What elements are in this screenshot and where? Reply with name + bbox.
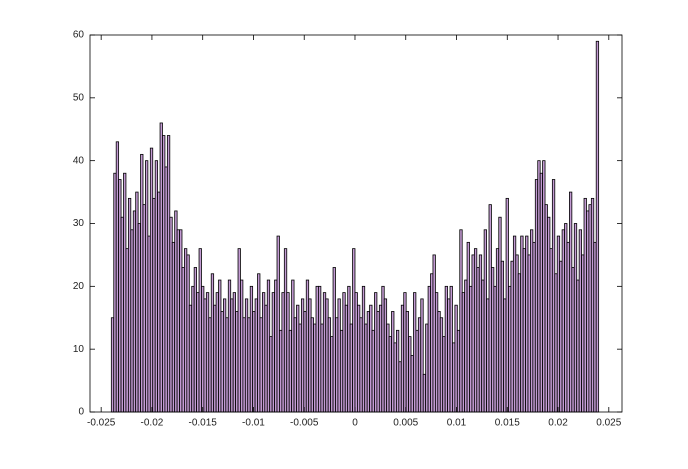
x-tick-label: 0: [352, 418, 358, 429]
y-tick-label: 60: [73, 30, 85, 41]
x-tick-label: 0.015: [495, 418, 520, 429]
x-tick-label: 0.005: [393, 418, 418, 429]
y-tick-label: 0: [78, 407, 84, 418]
y-tick-label: 50: [73, 92, 85, 103]
y-tick-label: 30: [73, 218, 85, 229]
bar: [595, 40, 600, 413]
x-tick-label: -0.02: [141, 418, 164, 429]
y-tick-label: 10: [73, 344, 85, 355]
x-tick-label: 0.01: [447, 418, 467, 429]
x-tick-label: -0.01: [242, 418, 265, 429]
x-tick-label: -0.015: [189, 418, 218, 429]
x-tick-label: -0.005: [290, 418, 319, 429]
x-tick-label: 0.025: [596, 418, 621, 429]
x-tick-label: -0.025: [87, 418, 116, 429]
y-tick-label: 40: [73, 155, 85, 166]
y-tick-label: 20: [73, 281, 85, 292]
x-tick-label: 0.02: [548, 418, 568, 429]
